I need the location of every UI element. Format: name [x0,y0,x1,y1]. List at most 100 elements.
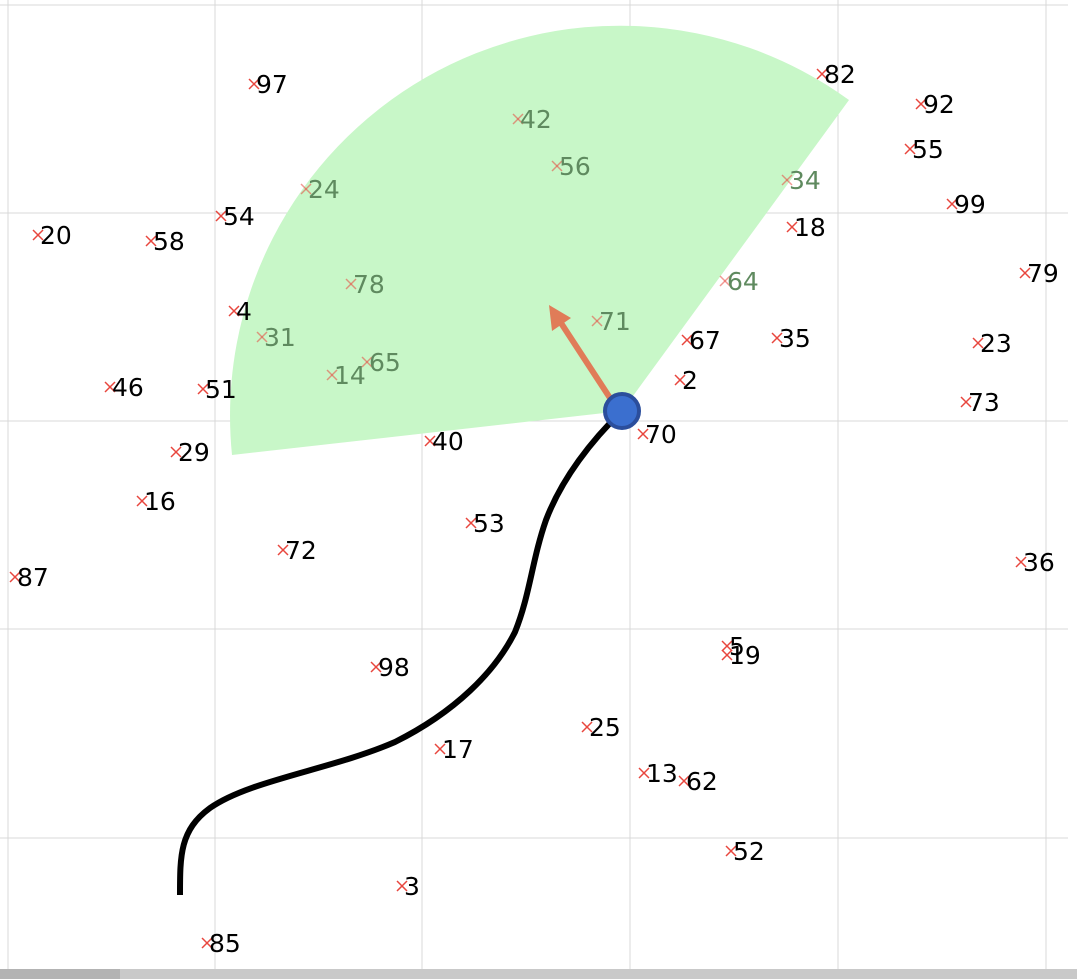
heading-arrow-shaft [558,321,613,400]
landmark-label: 73 [968,388,1000,417]
landmark-16: 16 [136,487,176,516]
landmark-label: 17 [442,735,474,764]
landmark-85: 85 [201,929,241,958]
landmark-label: 42 [520,105,552,134]
landmark-92: 92 [915,90,955,119]
landmark-label: 53 [473,509,505,538]
landmark-label: 35 [779,324,811,353]
landmark-72: 72 [277,536,317,565]
landmark-label: 87 [17,563,49,592]
landmark-marker [638,767,650,779]
landmark-label: 36 [1023,548,1055,577]
landmark-marker [674,374,686,386]
landmark-label: 85 [209,929,241,958]
landmark-71: 71 [591,307,631,336]
landmark-marker [228,305,240,317]
landmark-79: 79 [1019,259,1059,288]
landmark-marker [361,356,373,368]
landmark-marker [104,381,116,393]
landmark-marker [32,229,44,241]
landmark-label: 64 [727,267,759,296]
landmark-label: 31 [264,323,296,352]
landmark-2: 2 [674,366,698,395]
landmark-marker [721,649,733,661]
landmark-marker [771,332,783,344]
landmark-23: 23 [972,329,1012,358]
landmark-marker [915,98,927,110]
landmark-label: 13 [646,759,678,788]
landmark-marker [591,315,603,327]
landmark-marker [719,275,731,287]
landmark-18: 18 [786,213,826,242]
landmark-label: 58 [153,227,185,256]
landmark-label: 82 [824,60,856,89]
landmark-label: 72 [285,536,317,565]
landmark-marker [1019,267,1031,279]
landmark-70: 70 [637,420,677,449]
landmark-35: 35 [771,324,811,353]
landmark-97: 97 [248,70,288,99]
landmark-73: 73 [960,388,1000,417]
landmark-65: 65 [361,348,401,377]
landmark-marker [370,661,382,673]
landmark-20: 20 [32,221,72,250]
horizontal-scrollbar[interactable] [0,969,1077,979]
landmark-51: 51 [197,375,237,404]
landmark-19: 19 [721,641,761,670]
landmark-label: 51 [205,375,237,404]
landmark-99: 99 [946,190,986,219]
landmark-marker [136,495,148,507]
landmark-marker [215,210,227,222]
landmark-52: 52 [725,837,765,866]
landmark-marker [678,775,690,787]
landmark-marker [681,334,693,346]
landmark-label: 78 [353,270,385,299]
landmark-3: 3 [396,872,420,901]
landmark-64: 64 [719,267,759,296]
landmark-marker [434,743,446,755]
landmark-label: 29 [178,438,210,467]
landmark-24: 24 [300,175,340,204]
landmark-label: 98 [378,653,410,682]
landmark-58: 58 [145,227,185,256]
landmark-marker [201,937,213,949]
landmark-marker [725,845,737,857]
landmark-marker [816,68,828,80]
landmark-54: 54 [215,202,255,231]
landmark-marker [512,113,524,125]
landmark-82: 82 [816,60,856,89]
landmark-marker [300,183,312,195]
robot-trajectory [177,408,625,896]
landmark-label: 18 [794,213,826,242]
landmark-label: 2 [682,366,698,395]
landmark-marker [960,396,972,408]
scrollbar-thumb[interactable] [0,969,120,979]
landmark-label: 40 [432,427,464,456]
landmark-31: 31 [256,323,296,352]
landmark-55: 55 [904,135,944,164]
landmark-25: 25 [581,713,621,742]
landmark-label: 19 [729,641,761,670]
landmark-marker [465,517,477,529]
landmark-46: 46 [104,373,144,402]
landmark-78: 78 [345,270,385,299]
landmark-label: 14 [334,361,366,390]
landmark-marker [170,446,182,458]
landmark-marker [946,198,958,210]
landmark-marker [9,571,21,583]
landmark-label: 97 [256,70,288,99]
robot-position-marker [603,392,641,430]
landmark-label: 54 [223,202,255,231]
landmark-17: 17 [434,735,474,764]
landmark-label: 5 [729,632,745,661]
landmark-label: 16 [144,487,176,516]
landmark-5: 5 [721,632,745,661]
landmark-label: 25 [589,713,621,742]
landmark-marker [904,143,916,155]
landmark-label: 3 [404,872,420,901]
landmark-label: 4 [236,297,252,326]
landmark-marker [551,160,563,172]
landmark-marker [781,174,793,186]
landmark-67: 67 [681,326,721,355]
